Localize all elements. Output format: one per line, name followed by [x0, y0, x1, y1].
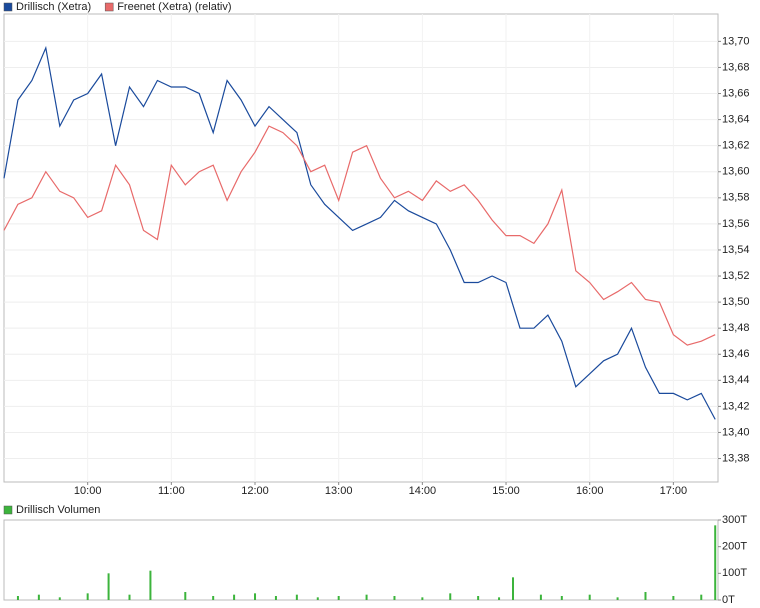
volume-bar	[274, 596, 277, 600]
volume-bar	[16, 596, 19, 600]
y-tick-label: 0T	[722, 594, 735, 606]
volume-bar	[539, 594, 542, 600]
legend-swatch	[104, 2, 114, 12]
volume-bar	[149, 570, 152, 600]
y-tick-label: 13,54	[722, 244, 750, 256]
volume-bar	[672, 596, 675, 600]
y-tick-label: 13,68	[722, 61, 750, 73]
x-tick-label: 17:00	[660, 485, 688, 497]
volume-bar	[393, 596, 396, 600]
x-tick-label: 13:00	[325, 485, 353, 497]
legend-swatch	[3, 2, 13, 12]
y-tick-label: 13,44	[722, 374, 750, 386]
volume-bar	[337, 596, 340, 600]
legend-label: Drillisch Volumen	[16, 504, 100, 516]
y-tick-label: 13,40	[722, 426, 750, 438]
x-tick-label: 11:00	[158, 485, 185, 497]
y-tick-label: 13,66	[722, 87, 750, 99]
price-plot-area	[3, 13, 719, 483]
volume-bar	[184, 592, 187, 600]
volume-bar	[449, 593, 452, 600]
y-tick-label: 13,62	[722, 140, 750, 152]
y-tick-label: 13,56	[722, 218, 750, 230]
volume-bar	[644, 592, 647, 600]
volume-bar	[498, 597, 501, 600]
legend-swatch	[3, 505, 13, 515]
y-tick-label: 13,58	[722, 192, 750, 204]
price-line	[3, 45, 716, 420]
y-tick-label: 13,60	[722, 166, 750, 178]
volume-bar	[616, 597, 619, 600]
x-tick-label: 10:00	[74, 485, 102, 497]
y-tick-label: 13,38	[722, 452, 750, 464]
y-tick-label: 200T	[722, 541, 747, 553]
volume-bar	[421, 597, 424, 600]
y-tick-label: 13,46	[722, 348, 750, 360]
volume-bar	[477, 596, 480, 600]
volume-bar	[700, 594, 703, 600]
volume-bar	[316, 597, 319, 600]
volume-bar	[560, 596, 563, 600]
volume-bar	[58, 597, 61, 600]
volume-plot-area	[3, 519, 719, 601]
volume-bar	[512, 577, 515, 600]
volume-bar	[212, 596, 215, 600]
legend-label: Drillisch (Xetra)	[16, 1, 91, 13]
x-tick-label: 16:00	[576, 485, 604, 497]
volume-bar	[233, 594, 236, 600]
x-tick-label: 15:00	[492, 485, 520, 497]
volume-bar	[714, 525, 717, 600]
y-tick-label: 100T	[722, 567, 747, 579]
volume-bar	[254, 593, 257, 600]
y-tick-label: 13,70	[722, 35, 750, 47]
y-tick-label: 13,52	[722, 270, 750, 282]
x-tick-label: 12:00	[241, 485, 269, 497]
volume-bar	[107, 573, 110, 600]
y-tick-label: 13,50	[722, 296, 750, 308]
volume-bar	[588, 594, 591, 600]
y-tick-label: 13,48	[722, 322, 750, 334]
x-tick-label: 14:00	[409, 485, 437, 497]
volume-bar	[295, 594, 298, 600]
price-line	[3, 125, 716, 346]
volume-bar	[86, 593, 89, 600]
y-tick-label: 300T	[722, 514, 747, 526]
volume-bar	[37, 594, 40, 600]
volume-bar	[365, 594, 368, 600]
y-tick-label: 13,64	[722, 113, 750, 125]
volume-bar	[128, 594, 131, 600]
y-tick-label: 13,42	[722, 400, 750, 412]
legend-label: Freenet (Xetra) (relativ)	[117, 1, 231, 13]
